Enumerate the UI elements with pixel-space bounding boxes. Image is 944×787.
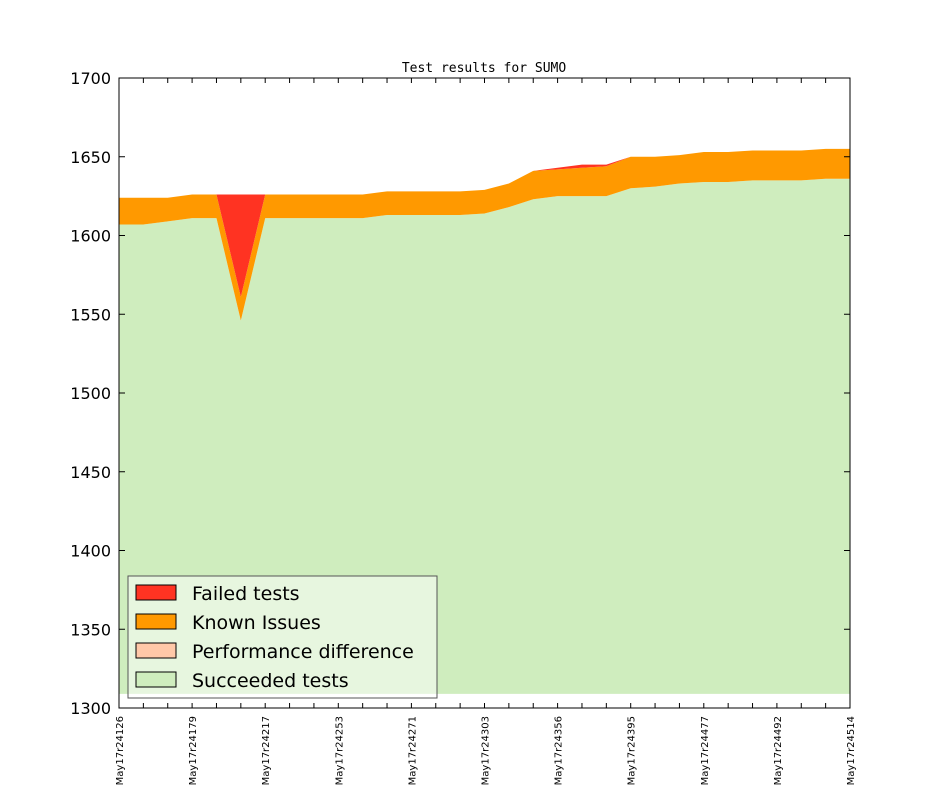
legend-swatch-known-issues: [135, 613, 177, 630]
y-tick-label: 1300: [70, 699, 111, 718]
legend-label-known-issues: Known Issues: [192, 612, 321, 634]
series-area-known-issues: [119, 148, 850, 321]
x-tick-label: May17r24492: [773, 716, 784, 785]
legend-box: [127, 575, 438, 699]
series-area-succeeded-tests: [119, 178, 850, 694]
legend-swatch-performance-difference: [135, 642, 177, 659]
x-axis-ticks: May17r24126 May17r24179 May17r24217 May17r2…: [115, 78, 857, 785]
y-tick-label: 1600: [70, 227, 111, 246]
x-tick-label: May17r24253: [334, 716, 345, 785]
legend-swatch-failed-tests: [135, 584, 177, 601]
x-tick-label: May17r24477: [700, 716, 711, 785]
x-tick-label: May17r24126: [115, 716, 126, 785]
x-tick-label: May17r24514: [846, 716, 857, 785]
y-tick-label: 1650: [70, 148, 111, 167]
y-tick-label: 1450: [70, 463, 111, 482]
y-tick-label: 1700: [70, 69, 111, 88]
legend-label-succeeded-tests: Succeeded tests: [192, 670, 349, 692]
legend-swatch-succeeded-tests: [135, 671, 177, 688]
y-tick-label: 1550: [70, 305, 111, 324]
x-tick-label: May17r24179: [188, 716, 199, 785]
plot-frame: [118, 77, 851, 709]
x-tick-label: May17r24271: [407, 716, 418, 785]
legend: Failed tests Known Issues Performance diff…: [127, 575, 438, 699]
y-tick-label: 1400: [70, 542, 111, 561]
y-tick-label: 1500: [70, 384, 111, 403]
legend-label-failed-tests: Failed tests: [192, 583, 300, 605]
plot-areas: [119, 148, 850, 694]
y-axis-ticks: 1300 1350 1400 1450 1500 1550 1600 1650 1700: [70, 69, 850, 718]
x-tick-label: May17r24395: [627, 716, 638, 785]
y-tick-label: 1350: [70, 620, 111, 639]
legend-label-performance-difference: Performance difference: [192, 641, 414, 663]
x-tick-label: May17r24303: [481, 716, 492, 785]
chart-title: Test results for SUMO: [402, 61, 567, 76]
x-tick-label: May17r24356: [554, 716, 565, 785]
x-tick-label: May17r24217: [261, 716, 272, 785]
